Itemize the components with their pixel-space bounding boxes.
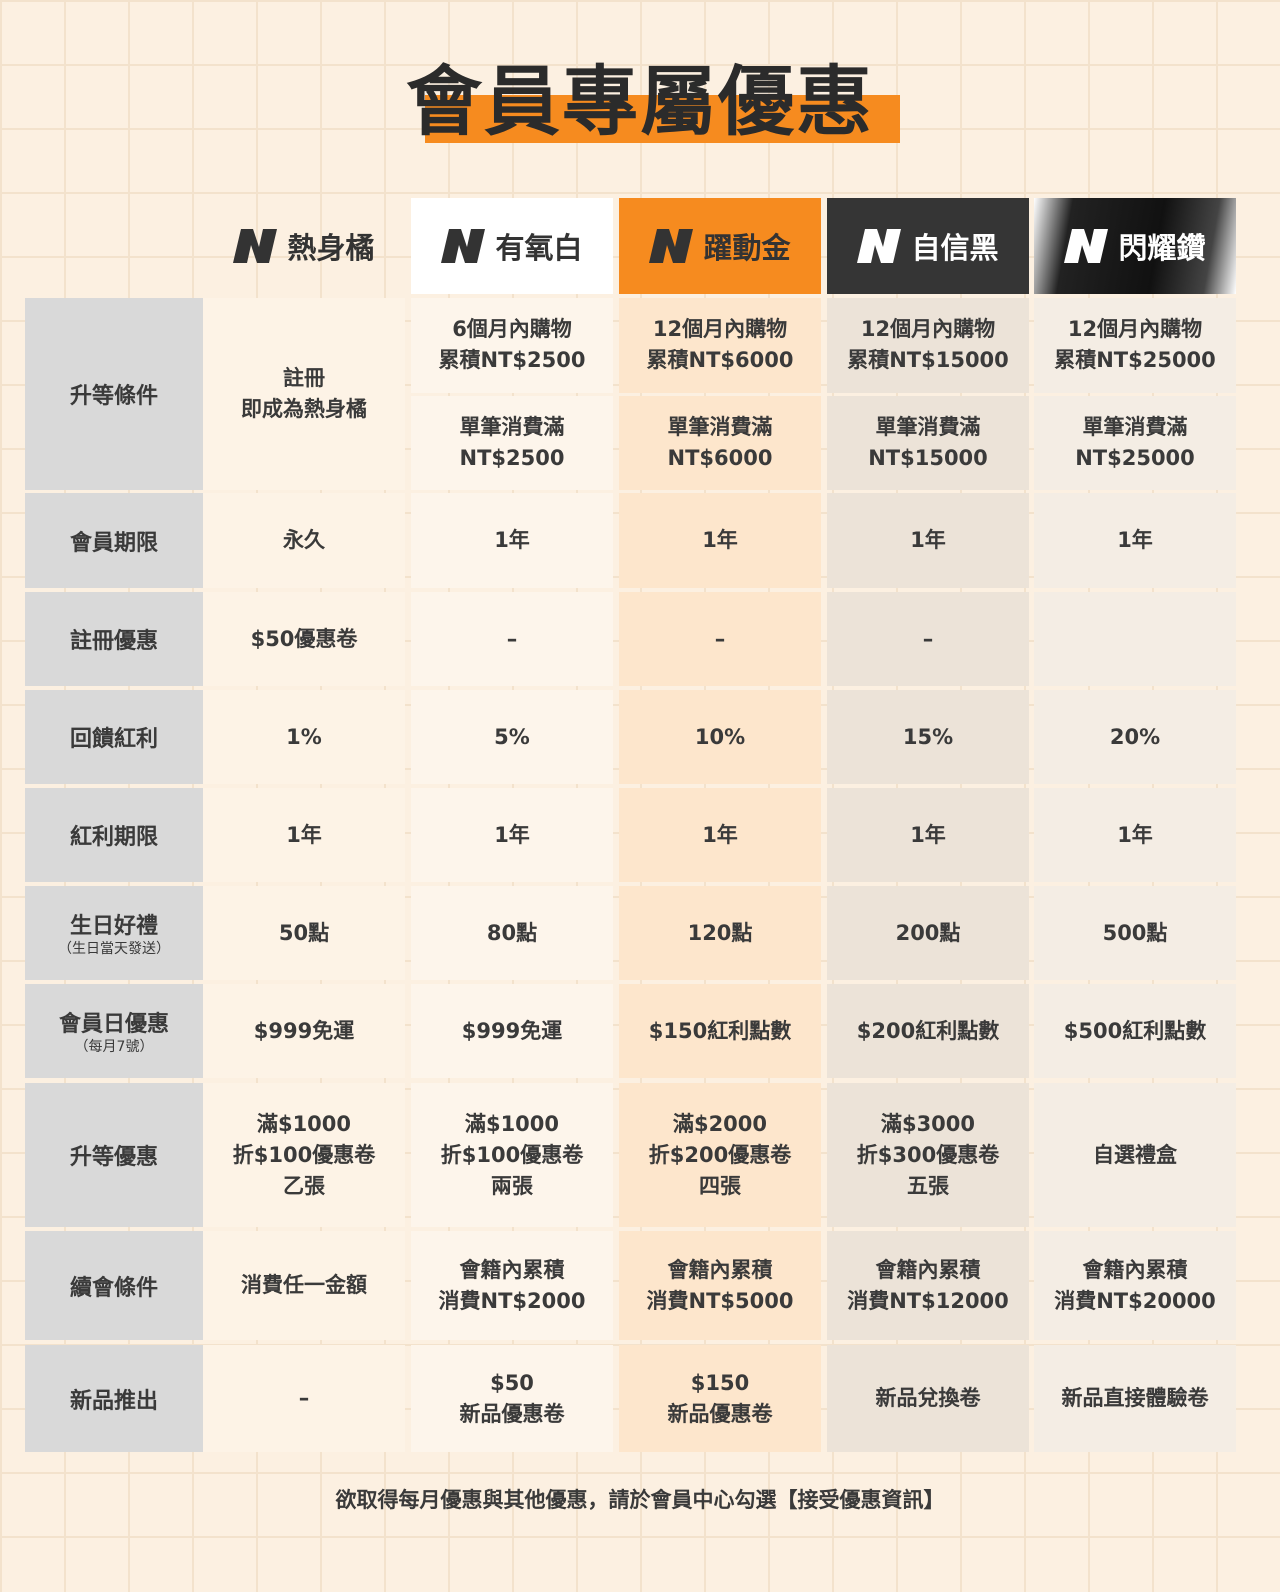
tier-logo xyxy=(441,229,486,263)
table-cell: 15% xyxy=(827,690,1029,784)
table-cell: 1年 xyxy=(203,788,405,882)
row-label: 生日好禮 （生日當天發送） xyxy=(25,886,203,980)
tier-name: 熱身橘 xyxy=(287,231,375,265)
table-cell: 單筆消費滿 NT$6000 xyxy=(619,395,821,490)
table-cell: 1年 xyxy=(619,788,821,882)
table-cell: 10% xyxy=(619,690,821,784)
table-cell: 1年 xyxy=(411,788,613,882)
tier-name: 閃耀鑽 xyxy=(1118,231,1206,265)
table-cell: 80點 xyxy=(411,886,613,980)
table-cell: $150紅利點數 xyxy=(619,984,821,1078)
table-cell: 1% xyxy=(203,690,405,784)
table-cell: 滿$1000 折$100優惠卷 兩張 xyxy=(411,1083,613,1227)
table-cell: 註冊 即成為熱身橘 xyxy=(203,298,405,490)
table-cell: $999免運 xyxy=(203,984,405,1078)
tier-name: 躍動金 xyxy=(703,231,791,265)
table-cell: 12個月內購物 累積NT$6000 xyxy=(619,298,821,393)
table-cell: $150 新品優惠卷 xyxy=(619,1345,821,1452)
tier-logo xyxy=(857,229,902,263)
tier-logo xyxy=(649,229,694,263)
row-label: 會員期限 xyxy=(25,493,203,588)
table-cell: 新品兌換卷 xyxy=(827,1345,1029,1452)
row-sublabel: （生日當天發送） xyxy=(58,941,170,957)
table-cell: 單筆消費滿 NT$2500 xyxy=(411,395,613,490)
table-cell: 新品直接體驗卷 xyxy=(1034,1345,1236,1452)
row-sublabel: （每月7號） xyxy=(74,1039,154,1055)
table-cell: 滿$1000 折$100優惠卷 乙張 xyxy=(203,1083,405,1227)
table-cell: 12個月內購物 累積NT$15000 xyxy=(827,298,1029,393)
row-label: 升等優惠 xyxy=(25,1083,203,1227)
table-cell: 1年 xyxy=(1034,788,1236,882)
table-cell: – xyxy=(411,592,613,686)
title-highlight xyxy=(425,95,900,143)
tier-header: 自信黑 xyxy=(827,198,1029,294)
table-cell: $50優惠卷 xyxy=(203,592,405,686)
table-cell: 12個月內購物 累積NT$25000 xyxy=(1034,298,1236,393)
row-label: 紅利期限 xyxy=(25,788,203,882)
table-cell: – xyxy=(203,1345,405,1452)
table-cell: 單筆消費滿 NT$15000 xyxy=(827,395,1029,490)
tier-name: 自信黑 xyxy=(911,231,999,265)
footer-note: 欲取得每月優惠與其他優惠，請於會員中心勾選【接受優惠資訊】 xyxy=(335,1488,945,1512)
row-label-text: 新品推出 xyxy=(69,1388,158,1414)
tier-header: 有氧白 xyxy=(411,198,613,294)
title: 會員專屬優惠 xyxy=(406,57,874,146)
table-cell: 5% xyxy=(411,690,613,784)
table-cell: 滿$3000 折$300優惠卷 五張 xyxy=(827,1083,1029,1227)
row-label: 會員日優惠 （每月7號） xyxy=(25,984,203,1078)
table-cell: – xyxy=(619,592,821,686)
row-label: 續會條件 xyxy=(25,1231,203,1340)
table-cell: $500紅利點數 xyxy=(1034,984,1236,1078)
table-cell: 50點 xyxy=(203,886,405,980)
table-cell: 6個月內購物 累積NT$2500 xyxy=(411,298,613,393)
row-label-text: 會員期限 xyxy=(69,530,158,556)
table-cell: $200紅利點數 xyxy=(827,984,1029,1078)
tier-header: 熱身橘 xyxy=(203,198,405,294)
row-label-text: 註冊優惠 xyxy=(69,629,158,654)
tier-header: 閃耀鑽 xyxy=(1034,198,1236,294)
table-cell xyxy=(1034,592,1236,686)
tier-header: 躍動金 xyxy=(619,198,821,294)
row-label-text: 會員日優惠 xyxy=(58,1012,169,1037)
row-label-text: 生日好禮 xyxy=(69,914,158,939)
row-label: 註冊優惠 xyxy=(25,592,203,686)
row-label-text: 回饋紅利 xyxy=(69,727,158,752)
table-cell: 1年 xyxy=(411,493,613,588)
row-label-text: 升等優惠 xyxy=(69,1145,158,1170)
table-cell: 消費任一金額 xyxy=(203,1231,405,1340)
table-cell: 會籍內累積 消費NT$2000 xyxy=(411,1231,613,1340)
row-label: 升等條件 xyxy=(25,298,203,490)
table-cell: 滿$2000 折$200優惠卷 四張 xyxy=(619,1083,821,1227)
table-cell: 1年 xyxy=(1034,493,1236,588)
row-label: 回饋紅利 xyxy=(25,690,203,784)
table-cell: 200點 xyxy=(827,886,1029,980)
table-cell: 會籍內累積 消費NT$5000 xyxy=(619,1231,821,1340)
tier-logo xyxy=(1064,229,1109,263)
table-cell: 1年 xyxy=(827,788,1029,882)
table-cell: 500點 xyxy=(1034,886,1236,980)
table-cell: 120點 xyxy=(619,886,821,980)
row-label-text: 升等條件 xyxy=(69,384,158,409)
table-cell: 1年 xyxy=(619,493,821,588)
table-cell: 永久 xyxy=(203,493,405,588)
table-cell: 自選禮盒 xyxy=(1034,1083,1236,1227)
table-cell: 會籍內累積 消費NT$20000 xyxy=(1034,1231,1236,1340)
table-cell: 單筆消費滿 NT$25000 xyxy=(1034,395,1236,490)
row-label-text: 續會條件 xyxy=(69,1275,158,1301)
tier-name: 有氧白 xyxy=(495,231,583,265)
row-label: 新品推出 xyxy=(25,1345,203,1452)
table-cell: – xyxy=(827,592,1029,686)
table-cell: 20% xyxy=(1034,690,1236,784)
tier-logo xyxy=(233,229,278,263)
table-cell: $999免運 xyxy=(411,984,613,1078)
table-cell: 會籍內累積 消費NT$12000 xyxy=(827,1231,1029,1340)
table-cell: $50 新品優惠卷 xyxy=(411,1345,613,1452)
row-label-text: 紅利期限 xyxy=(69,825,158,850)
table-cell: 1年 xyxy=(827,493,1029,588)
